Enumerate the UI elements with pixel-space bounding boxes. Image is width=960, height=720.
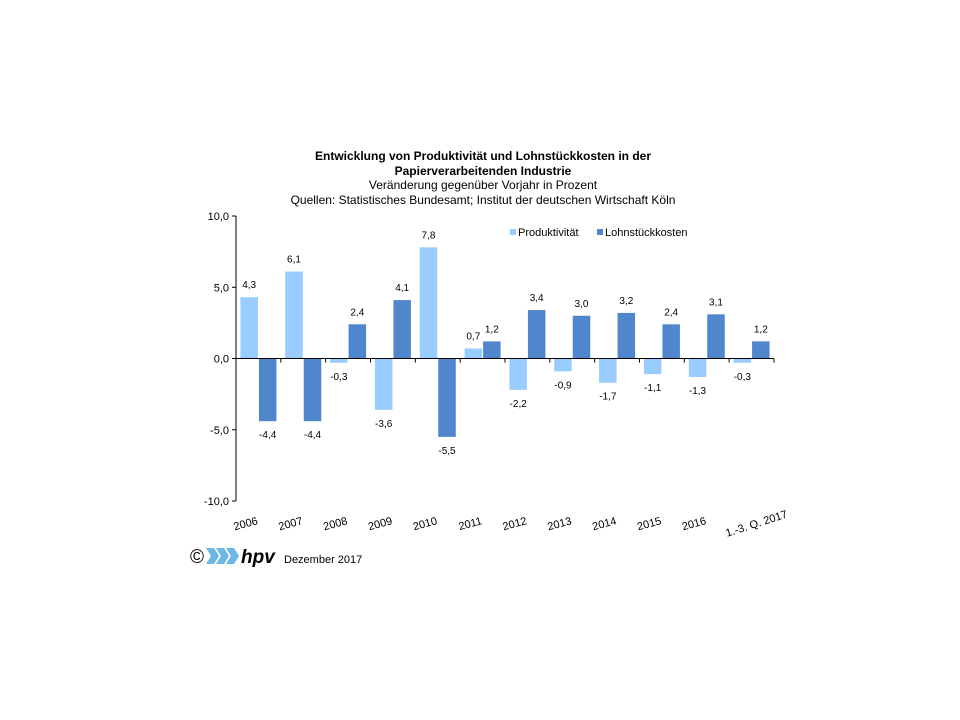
data-label: 3,1 xyxy=(709,297,723,308)
bar-produktivitaet-9 xyxy=(643,358,662,375)
logo-chevron-1 xyxy=(206,548,219,564)
data-label: 6,1 xyxy=(287,255,301,266)
y-tick-label: 10,0 xyxy=(208,211,229,223)
category-label: 2013 xyxy=(546,515,573,533)
category-label: 1.-3. Q. 2017 xyxy=(724,509,789,540)
chart-subtitle: Veränderung gegenüber Vorjahr in Prozent xyxy=(368,178,598,192)
bar-lohnstueckkosten-3 xyxy=(393,300,411,359)
logo-chevron-2 xyxy=(216,548,229,564)
data-label: 3,0 xyxy=(575,299,589,310)
bar-produktivitaet-6 xyxy=(509,358,527,390)
data-label: 1,2 xyxy=(485,324,499,335)
data-label: -1,3 xyxy=(689,386,707,397)
bar-produktivitaet-7 xyxy=(554,358,572,372)
data-label: 2,4 xyxy=(350,307,364,318)
y-tick-label: 5,0 xyxy=(214,282,229,294)
data-label: -2,2 xyxy=(510,399,528,410)
legend-label-1: Lohnstückkosten xyxy=(605,227,688,239)
data-label: -0,3 xyxy=(734,372,752,383)
chart-title: Entwicklung von Produktivität und Lohnst… xyxy=(230,149,736,207)
category-label-group: 1.-3. Q. 2017 xyxy=(724,509,789,540)
data-label: -0,9 xyxy=(554,380,572,391)
data-label: -3,6 xyxy=(375,419,393,430)
data-label: 1,2 xyxy=(754,324,768,335)
bar-lohnstueckkosten-5 xyxy=(483,341,501,359)
data-label: -1,1 xyxy=(644,383,662,394)
bar-lohnstueckkosten-1 xyxy=(303,358,322,422)
plot-area: 4,3 6,1 -0,3 -3,6 7,8 0,7 -2,2 -0,9 -1,7 -1,1 -1,3… xyxy=(204,211,789,540)
title-line-2: Papierverarbeitenden Industrie xyxy=(394,163,572,178)
bar-lohnstueckkosten-6 xyxy=(527,310,546,359)
bar-lohnstueckkosten-2 xyxy=(348,324,367,359)
bar-produktivitaet-8 xyxy=(599,358,617,383)
data-label: -4,4 xyxy=(259,430,277,441)
logo-text: hpv xyxy=(241,547,276,568)
data-label: 4,3 xyxy=(242,280,256,291)
footer-date: Dezember 2017 xyxy=(284,554,363,566)
y-tick-label: 0,0 xyxy=(214,354,229,366)
category-label: 2014 xyxy=(591,515,618,533)
title-line-1: Entwicklung von Produktivität und Lohnst… xyxy=(314,149,652,163)
bar-produktivitaet-5 xyxy=(464,348,483,359)
bar-produktivitaet-4 xyxy=(419,247,438,359)
logo-chevron-3 xyxy=(226,548,239,564)
data-label: 7,8 xyxy=(422,230,436,241)
legend-swatch-0 xyxy=(510,229,516,235)
y-tick-label: -5,0 xyxy=(210,425,229,437)
data-label: 2,4 xyxy=(664,307,678,318)
category-label: 2006 xyxy=(232,515,259,533)
data-label: -1,7 xyxy=(599,392,617,403)
bar-lohnstueckkosten-9 xyxy=(662,324,680,359)
category-label: 2012 xyxy=(501,515,528,533)
bar-produktivitaet-10 xyxy=(688,358,707,378)
category-label: 2009 xyxy=(367,515,394,533)
category-label: 2015 xyxy=(636,515,663,533)
data-label: 3,4 xyxy=(530,293,544,304)
data-label: -5,5 xyxy=(438,446,456,457)
bar-produktivitaet-0 xyxy=(240,297,258,359)
data-label: -0,3 xyxy=(330,372,348,383)
bar-produktivitaet-11 xyxy=(733,358,752,363)
data-label: 0,7 xyxy=(466,332,480,343)
category-label: 2010 xyxy=(412,515,439,533)
bar-produktivitaet-3 xyxy=(374,358,393,410)
data-label: -4,4 xyxy=(304,430,322,441)
bar-produktivitaet-1 xyxy=(285,271,303,359)
category-label: 2007 xyxy=(277,515,304,533)
bar-lohnstueckkosten-0 xyxy=(258,358,277,422)
legend-swatch-1 xyxy=(597,229,603,235)
data-label: 3,2 xyxy=(619,296,633,307)
bar-lohnstueckkosten-4 xyxy=(438,358,456,437)
bar-produktivitaet-2 xyxy=(330,358,348,363)
bar-lohnstueckkosten-10 xyxy=(707,314,725,359)
bar-lohnstueckkosten-11 xyxy=(752,341,770,359)
legend-label-0: Produktivität xyxy=(518,227,579,239)
data-label: 4,1 xyxy=(395,283,409,294)
hpv-logo-graphic: © hpv xyxy=(190,547,276,568)
category-label: 2011 xyxy=(457,515,483,533)
category-label: 2016 xyxy=(681,515,708,533)
bar-lohnstueckkosten-8 xyxy=(617,312,636,359)
copyright-symbol: © xyxy=(190,547,204,568)
chart-legend: Produktivität Lohnstückkosten xyxy=(510,227,688,239)
y-tick-label: -10,0 xyxy=(204,496,229,508)
chart-source: Quellen: Statistisches Bundesamt; Instit… xyxy=(290,192,676,207)
hpv-logo: © hpv xyxy=(190,546,280,577)
bar-lohnstueckkosten-7 xyxy=(572,315,591,359)
category-label: 2008 xyxy=(322,515,349,533)
